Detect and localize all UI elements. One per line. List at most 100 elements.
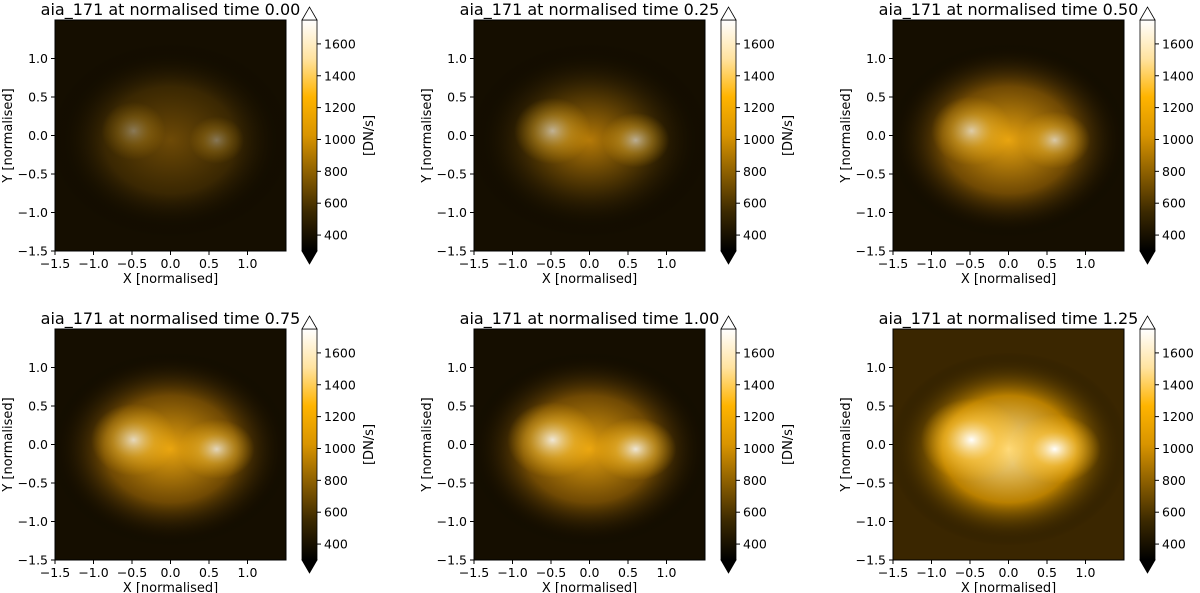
y-axis-label: Y [normalised] xyxy=(420,88,435,183)
colorbar-tick-label: 1600 xyxy=(324,36,356,51)
x-tick-label: −1.0 xyxy=(78,256,108,271)
x-tick-label: 1.0 xyxy=(657,256,677,271)
colorbar-extend-min xyxy=(1139,250,1156,265)
colorbar-tick-label: 1000 xyxy=(1162,441,1194,456)
x-tick-label: −1.0 xyxy=(497,256,527,271)
y-tick-label: 0.5 xyxy=(447,399,467,414)
y-tick-label: −1.5 xyxy=(856,553,886,568)
colorbar-tick-label: 1400 xyxy=(743,68,775,83)
colorbar-tick-label: 800 xyxy=(1162,473,1186,488)
x-tick-label: −0.5 xyxy=(536,565,566,580)
y-tick-label: −1.0 xyxy=(437,514,467,529)
colorbar-bar xyxy=(720,328,737,561)
colorbar-tick-label: 800 xyxy=(324,473,348,488)
panel-title: aia_171 at normalised time 0.25 xyxy=(460,0,720,20)
x-tick-label: −1.5 xyxy=(459,256,489,271)
heatmap-image xyxy=(893,329,1124,560)
x-tick-label: −1.5 xyxy=(40,256,70,271)
y-tick-label: −1.0 xyxy=(856,514,886,529)
colorbar-extend-max xyxy=(301,315,318,330)
colorbar-tick-label: 1200 xyxy=(743,409,775,424)
colorbar-tick-label: 1400 xyxy=(1162,68,1194,83)
colorbar-tick-label: 800 xyxy=(324,164,348,179)
colorbar-tick-label: 600 xyxy=(743,196,767,211)
x-tick-label: −1.5 xyxy=(878,565,908,580)
colorbar-extend-max xyxy=(1139,315,1156,330)
y-tick-label: −0.5 xyxy=(856,167,886,182)
y-tick-label: −1.5 xyxy=(437,244,467,259)
colorbar-label: [DN/s] xyxy=(781,115,796,156)
x-tick-label: −1.5 xyxy=(878,256,908,271)
colorbar-tick-label: 1600 xyxy=(324,345,356,360)
colorbar-extend-min xyxy=(720,559,737,574)
y-tick-label: 0.5 xyxy=(447,90,467,105)
colorbar-tick-label: 1600 xyxy=(1162,345,1194,360)
panel-title: aia_171 at normalised time 1.25 xyxy=(879,309,1139,329)
y-axis-label: Y [normalised] xyxy=(420,397,435,492)
x-tick-label: 0.0 xyxy=(999,256,1019,271)
colorbar-tick-label: 1600 xyxy=(743,345,775,360)
colorbar: 400 600 800 1000 1200 1400 1600 [DN/s] xyxy=(301,315,377,574)
panel-1: aia_171 at normalised time 0.25−1.5 −1.0−… xyxy=(420,0,796,287)
colorbar-tick-label: 400 xyxy=(324,228,348,243)
colorbar-tick-label: 400 xyxy=(743,537,767,552)
colorbar-extend-max xyxy=(301,6,318,21)
colorbar-tick-label: 600 xyxy=(1162,196,1186,211)
colorbar-extend-min xyxy=(720,250,737,265)
panel-2: aia_171 at normalised time 0.50−1.5 −1.0−… xyxy=(839,0,1194,287)
heatmap-image xyxy=(893,20,1124,251)
panel-5: aia_171 at normalised time 1.25 −1.5 −1.0 −… xyxy=(839,309,1194,593)
colorbar-tick-label: 1200 xyxy=(743,100,775,115)
x-tick-label: −1.5 xyxy=(40,565,70,580)
colorbar-tick-label: 1400 xyxy=(1162,377,1194,392)
colorbar-tick-label: 1200 xyxy=(324,100,356,115)
y-tick-label: 1.0 xyxy=(866,51,886,66)
panel-title: aia_171 at normalised time 1.00 xyxy=(460,309,720,329)
y-tick-label: −0.5 xyxy=(437,476,467,491)
y-tick-label: −1.5 xyxy=(18,244,48,259)
colorbar-tick-label: 800 xyxy=(1162,164,1186,179)
colorbar-tick-label: 400 xyxy=(1162,228,1186,243)
y-tick-label: −0.5 xyxy=(18,167,48,182)
colorbar-tick-label: 600 xyxy=(1162,505,1186,520)
x-tick-label: 1.0 xyxy=(1076,565,1096,580)
colorbar-tick-label: 1200 xyxy=(1162,100,1194,115)
colorbar-tick-label: 600 xyxy=(324,196,348,211)
colorbar-tick-label: 800 xyxy=(743,473,767,488)
x-tick-label: 0.5 xyxy=(618,256,638,271)
x-tick-label: 1.0 xyxy=(238,256,258,271)
x-tick-label: 0.5 xyxy=(1037,565,1057,580)
colorbar-tick-label: 1400 xyxy=(743,377,775,392)
panel-title: aia_171 at normalised time 0.50 xyxy=(879,0,1139,20)
colorbar-bar xyxy=(301,328,318,561)
panel-title: aia_171 at normalised time 0.00 xyxy=(41,0,301,20)
colorbar-tick-label: 800 xyxy=(743,164,767,179)
y-tick-label: 0.5 xyxy=(866,399,886,414)
y-tick-label: 0.0 xyxy=(866,437,886,452)
colorbar-label: [DN/s] xyxy=(362,115,377,156)
y-tick-label: 0.0 xyxy=(866,128,886,143)
colorbar-extend-min xyxy=(301,559,318,574)
colorbar-tick-label: 400 xyxy=(743,228,767,243)
y-axis-label: Y [normalised] xyxy=(839,397,854,492)
colorbar-tick-label: 1400 xyxy=(324,377,356,392)
x-tick-label: 1.0 xyxy=(1076,256,1096,271)
y-tick-label: −1.0 xyxy=(18,205,48,220)
colorbar-extend-max xyxy=(1139,6,1156,21)
y-tick-label: 1.0 xyxy=(866,360,886,375)
colorbar-extend-max xyxy=(720,315,737,330)
colorbar-extend-max xyxy=(720,6,737,21)
y-tick-label: 0.5 xyxy=(28,399,48,414)
panel-title: aia_171 at normalised time 0.75 xyxy=(41,309,301,329)
x-tick-label: 0.5 xyxy=(199,256,219,271)
colorbar: 400 600 800 1000 1200 1400 1600 [DN/s] xyxy=(720,6,796,265)
colorbar-tick-label: 1400 xyxy=(324,68,356,83)
x-axis-label: X [normalised] xyxy=(123,272,218,287)
heatmap-image xyxy=(55,329,286,560)
colorbar-tick-label: 1000 xyxy=(1162,132,1194,147)
colorbar-tick-label: 1000 xyxy=(743,132,775,147)
colorbar-bar xyxy=(301,19,318,252)
x-tick-label: −1.0 xyxy=(497,565,527,580)
x-tick-label: −0.5 xyxy=(955,565,985,580)
panel-0: aia_171 at normalised time 0.00−1.5 −1.0−… xyxy=(1,0,377,287)
